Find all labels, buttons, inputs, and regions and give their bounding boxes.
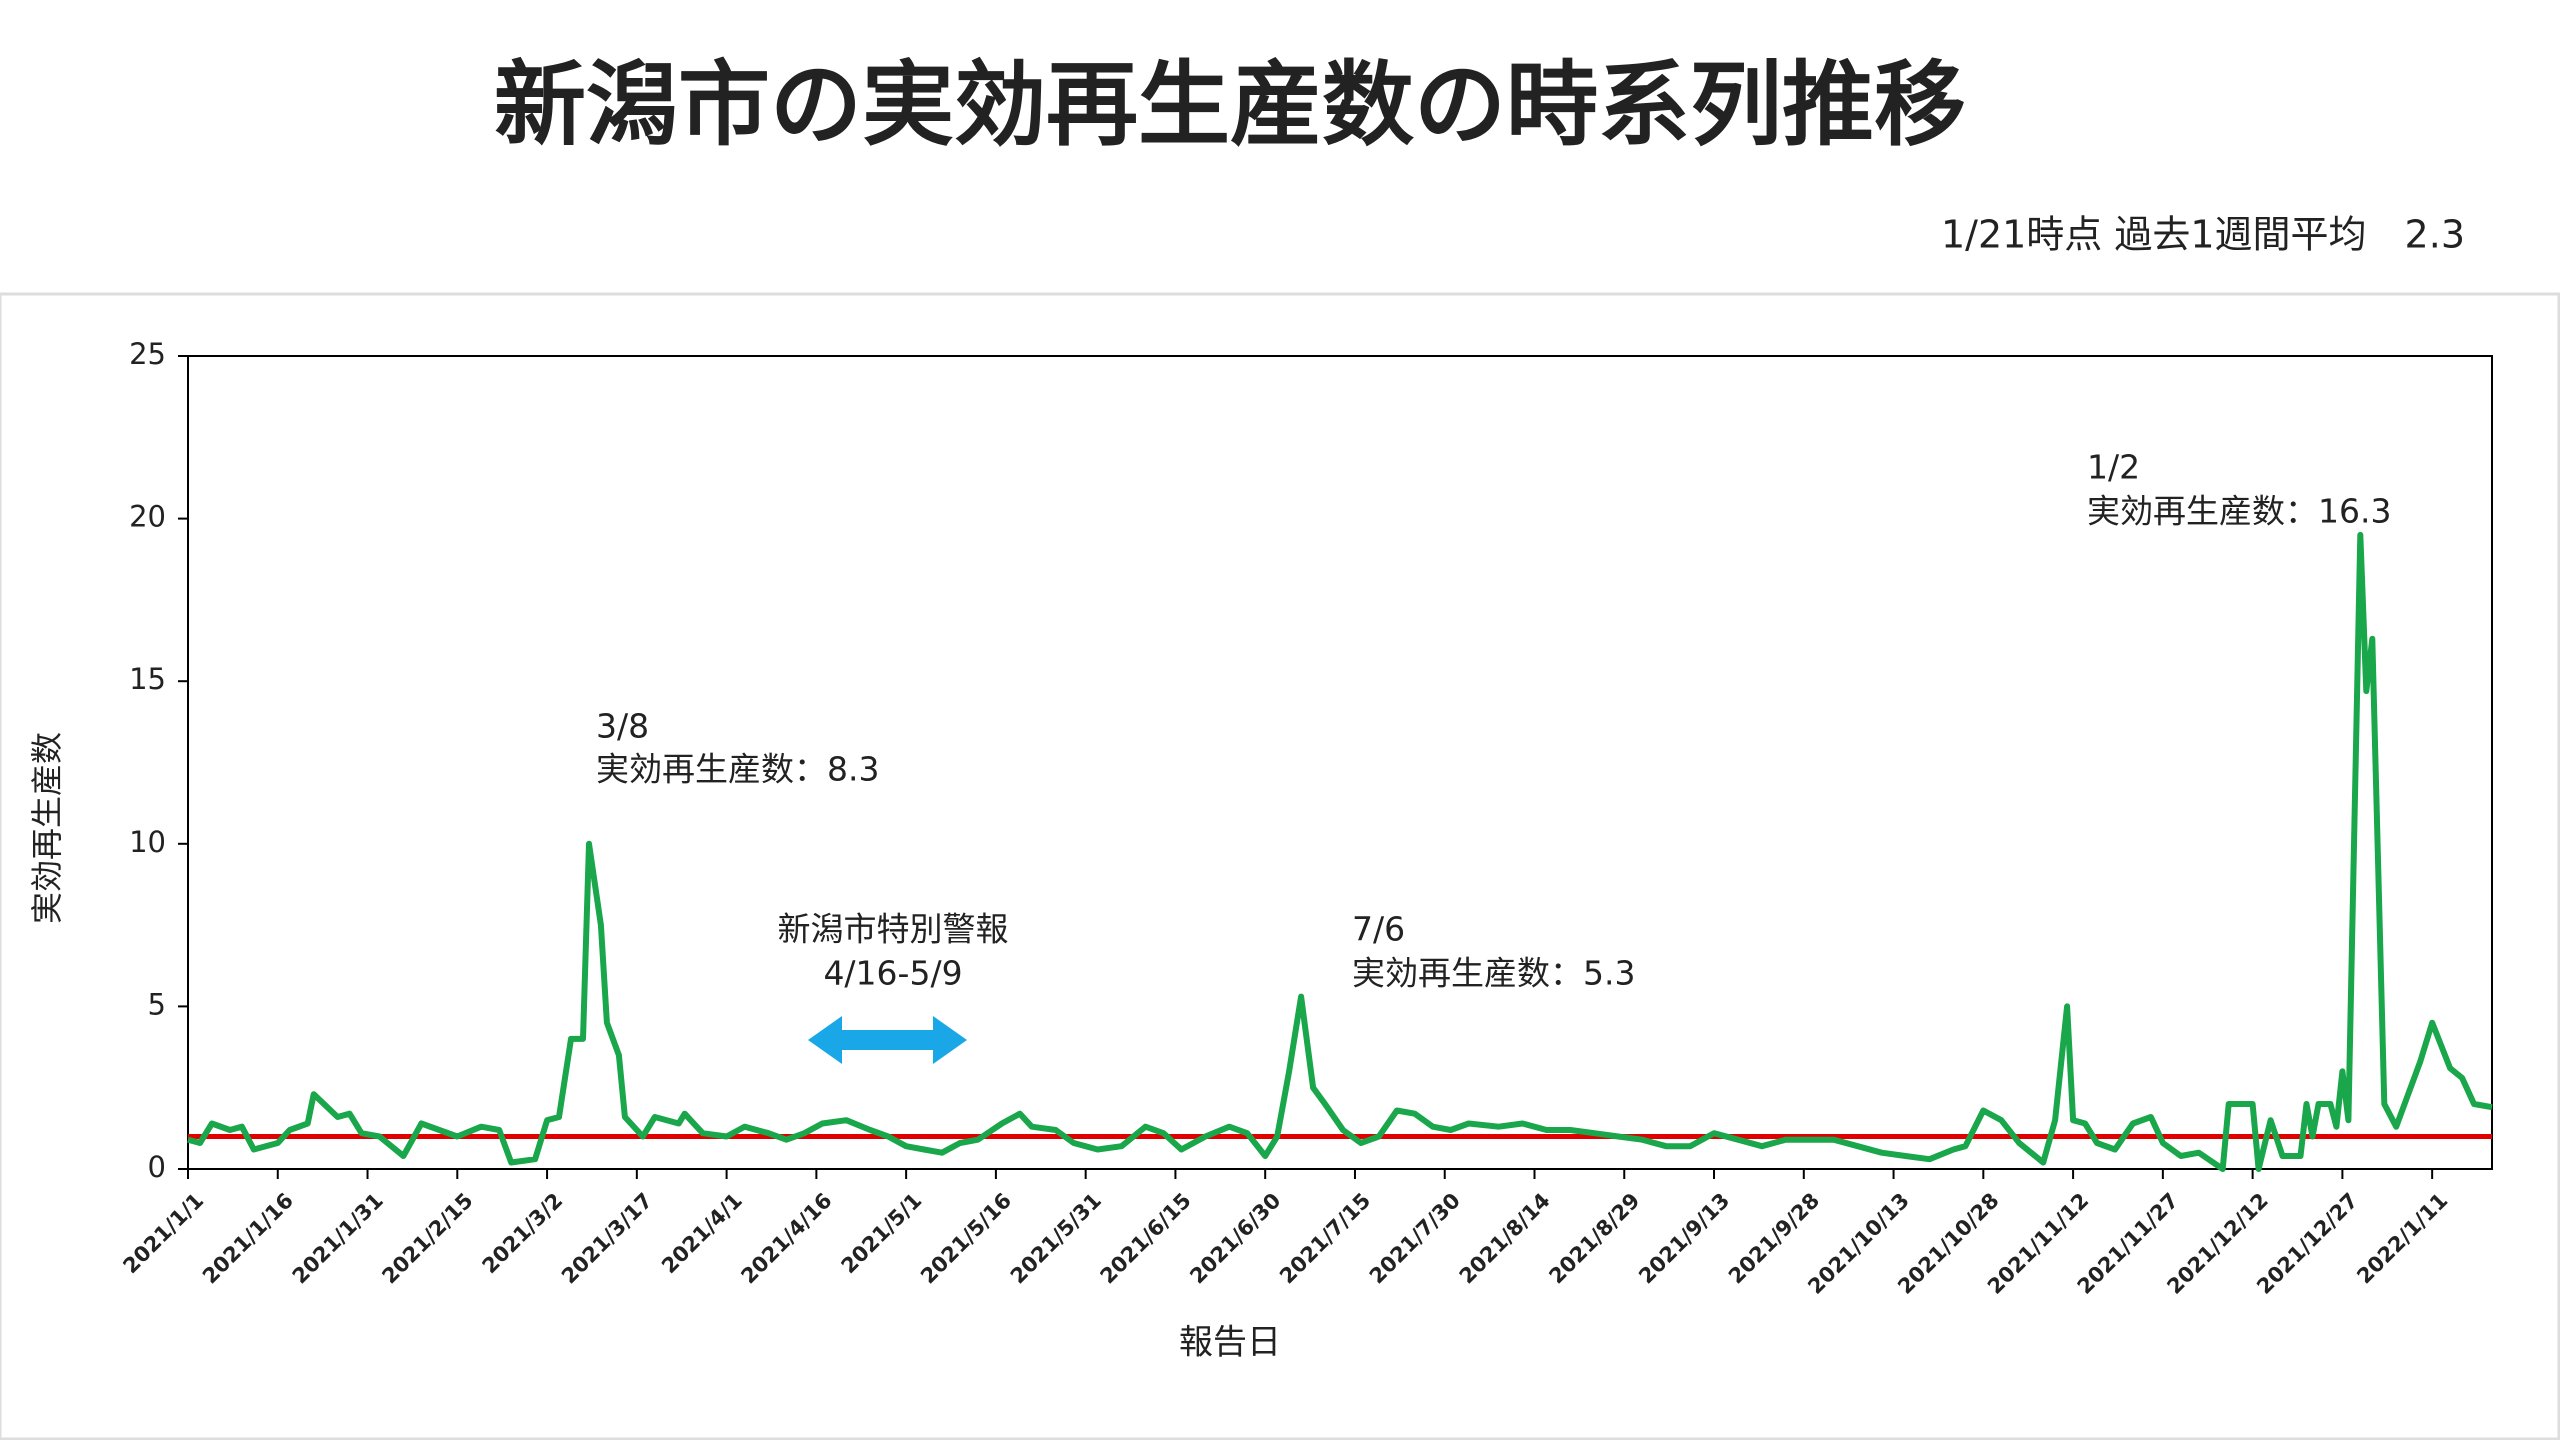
x-tick-label: 2021/7/30 — [1365, 1188, 1465, 1288]
x-tick-label: 2021/1/1 — [118, 1188, 208, 1278]
plot-area — [187, 355, 2493, 1170]
x-tick-label: 2021/1/16 — [198, 1188, 298, 1288]
y-tick-label: 5 — [148, 987, 166, 1021]
annotation: 4/16-5/9 — [823, 954, 962, 993]
y-axis-label: 実効再生産数 — [28, 732, 66, 924]
x-tick-label: 2021/8/14 — [1455, 1188, 1555, 1288]
x-tick-label: 2021/4/1 — [657, 1188, 747, 1278]
x-tick-label: 2021/7/15 — [1275, 1188, 1375, 1288]
x-tick-label: 2021/2/15 — [377, 1188, 477, 1288]
subtitle: 1/21時点 過去1週間平均 2.3 — [1941, 213, 2465, 257]
annotation: 実効再生産数：8.3 — [596, 750, 879, 789]
period-arrow — [808, 1016, 967, 1064]
annotation: 1/2 — [2087, 448, 2140, 487]
x-tick-label: 2021/4/16 — [737, 1188, 837, 1288]
x-tick-label: 2021/5/31 — [1006, 1188, 1106, 1288]
x-tick-label: 2021/8/29 — [1544, 1188, 1644, 1288]
x-tick-label: 2021/1/31 — [288, 1188, 388, 1288]
annotation: 新潟市特別警報 — [778, 910, 1009, 949]
annotation: 3/8 — [596, 707, 649, 746]
annotation: 実効再生産数：5.3 — [1352, 954, 1635, 993]
data-line — [187, 531, 2493, 1172]
y-tick-label: 10 — [129, 825, 166, 859]
x-tick-label: 2021/5/16 — [916, 1188, 1016, 1288]
y-tick-label: 15 — [129, 662, 166, 696]
annotation: 7/6 — [1352, 910, 1405, 949]
y-tick-label: 20 — [129, 500, 166, 534]
annotation: 実効再生産数：16.3 — [2087, 492, 2391, 531]
x-tick-label: 2021/6/30 — [1185, 1188, 1285, 1288]
x-tick-label: 2022/1/11 — [2352, 1188, 2452, 1288]
x-tick-label: 2021/6/15 — [1096, 1188, 1196, 1288]
x-tick-label: 2021/3/17 — [557, 1188, 657, 1288]
x-tick-label: 2021/5/1 — [837, 1188, 927, 1278]
y-tick-label: 0 — [148, 1150, 166, 1184]
frame — [0, 292, 2560, 1440]
x-tick-label: 2021/9/13 — [1634, 1188, 1734, 1288]
x-tick-label: 2021/9/28 — [1724, 1188, 1824, 1288]
y-tick-label: 25 — [129, 337, 166, 371]
x-tick-label: 2021/3/2 — [478, 1188, 568, 1278]
chart-title: 新潟市の実効再生産数の時系列推移 — [494, 51, 1966, 158]
x-axis-label: 報告日 — [1179, 1323, 1281, 1363]
